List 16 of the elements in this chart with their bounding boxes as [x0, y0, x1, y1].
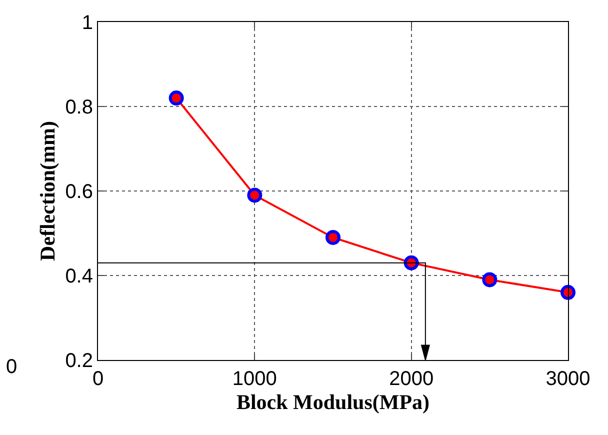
y-tick-label: 0.2	[65, 350, 93, 372]
y-tick-label: 0.6	[65, 181, 93, 203]
x-tick-label: 0	[92, 368, 104, 390]
x-tick-label: 3000	[546, 368, 590, 390]
point	[326, 230, 340, 245]
x-tick-label: 1000	[232, 368, 277, 390]
x-tick-label: 2000	[389, 368, 434, 390]
y-tick-label: 0.8	[65, 96, 93, 118]
point	[560, 284, 576, 300]
point	[247, 188, 262, 203]
y-tick-label: 1	[82, 12, 93, 34]
point	[168, 90, 184, 106]
y-tick-label: 0.4	[65, 266, 93, 288]
y-axis-title: Deflection(mm)	[35, 121, 60, 261]
x-axis-title: Block Modulus(MPa)	[236, 390, 430, 414]
point	[482, 272, 498, 288]
